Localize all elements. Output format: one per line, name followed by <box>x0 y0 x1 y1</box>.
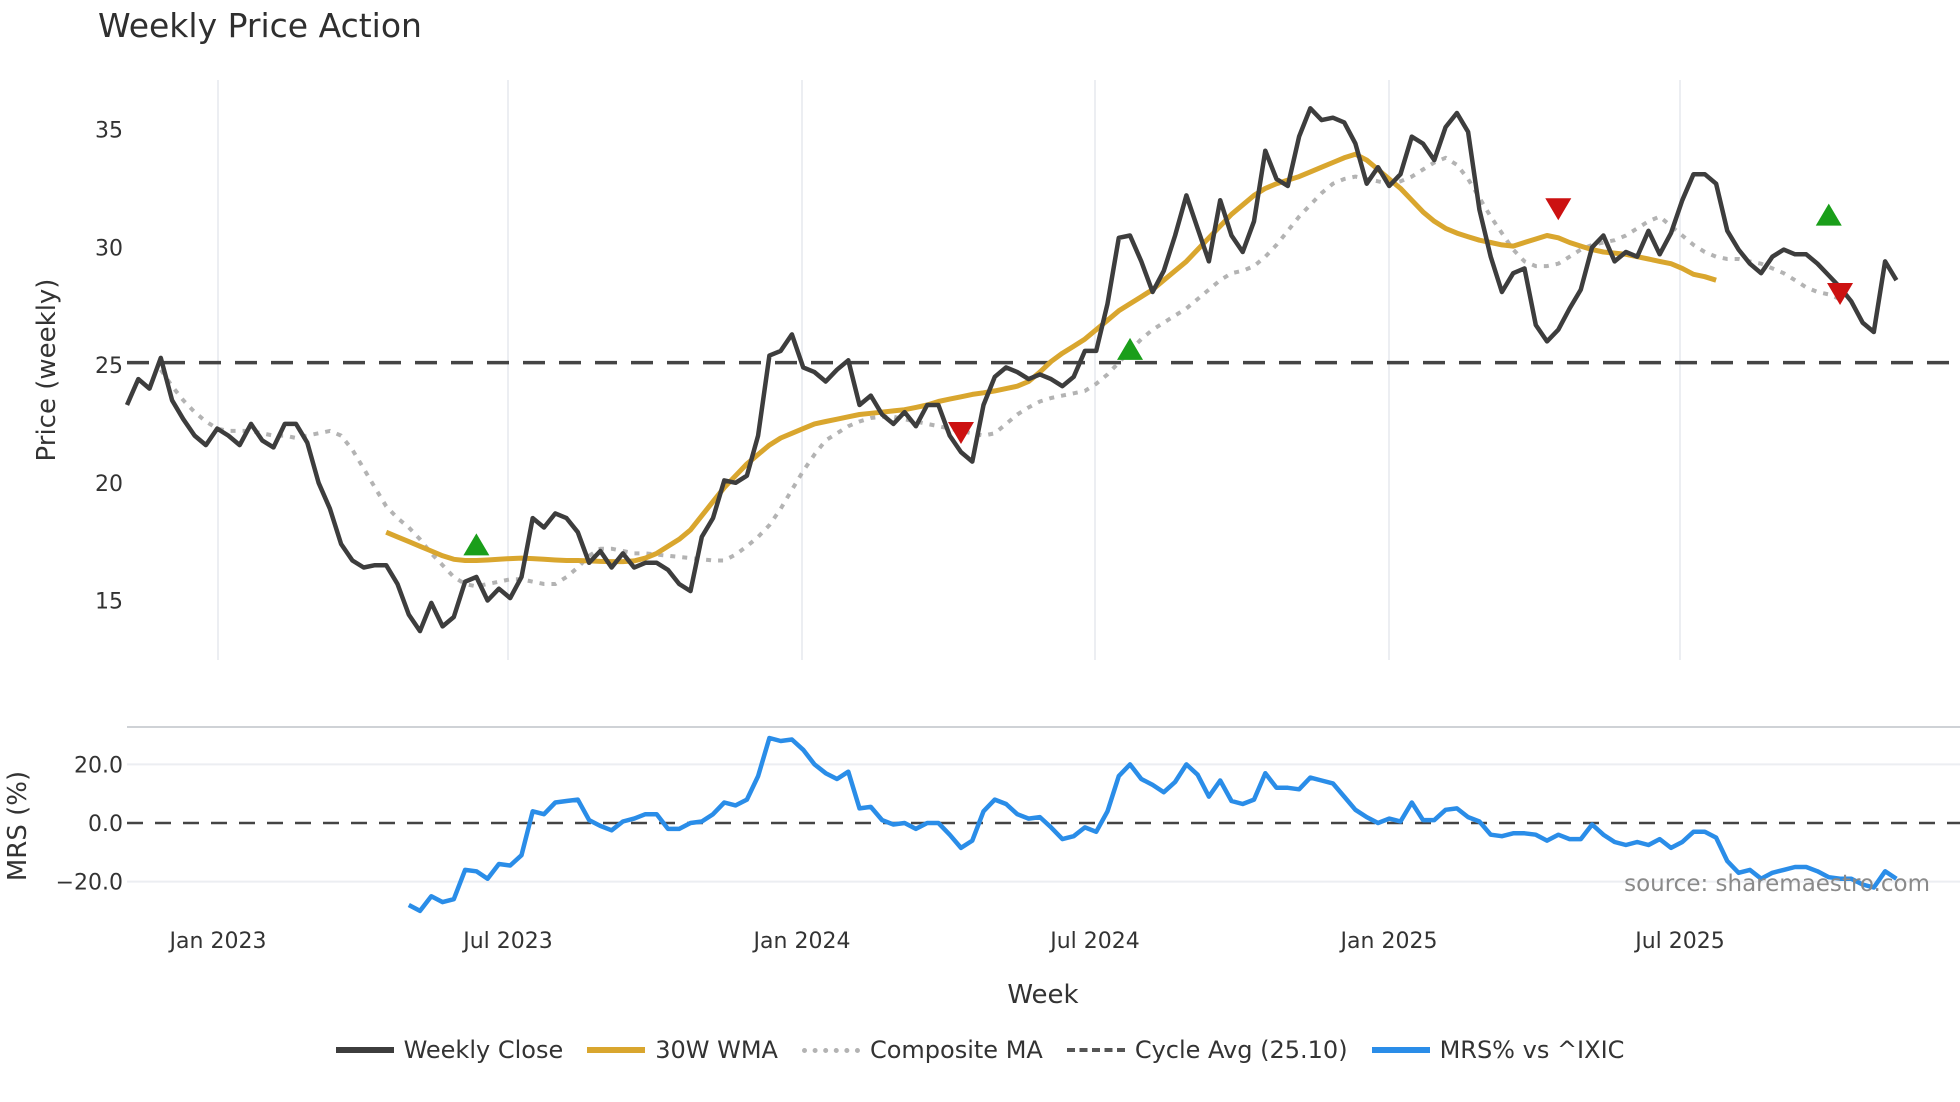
buy-signal-triangle-up-icon <box>1117 337 1144 360</box>
price-tick-label: 15 <box>95 590 123 615</box>
mrs-tick-label: −20.0 <box>56 871 123 896</box>
price-tick-label: 20 <box>95 472 123 497</box>
price-axis-title: Price (weekly) <box>32 279 62 462</box>
price-tick-label: 30 <box>95 236 123 261</box>
price-tick-label: 35 <box>95 119 123 144</box>
legend-label: Composite MA <box>869 1036 1043 1064</box>
chart-title: Weekly Price Action <box>98 6 422 45</box>
buy-signal-triangle-up-icon <box>1815 203 1842 226</box>
legend-label: MRS% vs ^IXIC <box>1439 1036 1625 1064</box>
source-note: source: sharemaestro.com <box>1624 871 1930 897</box>
mrs-y-axis: 20.0 0.0 −20.0 <box>56 753 123 895</box>
composite-ma-line <box>159 155 1841 589</box>
legend-swatch-weekly-close <box>335 1047 394 1053</box>
sell-signal-triangle-down-icon <box>1545 198 1572 221</box>
legend-item-cycle-avg[interactable]: Cycle Avg (25.10) <box>1066 1036 1348 1064</box>
price-series <box>124 106 1960 634</box>
price-tick-label: 25 <box>95 354 123 379</box>
legend-item-composite-ma[interactable]: Composite MA <box>801 1036 1043 1064</box>
gridlines <box>127 80 1960 883</box>
x-tick-label: Jan 2024 <box>752 929 851 954</box>
buy-signal-triangle-up-icon <box>463 533 490 556</box>
mrs-tick-label: 0.0 <box>88 812 123 837</box>
sell-signal-triangle-down-icon <box>1827 282 1854 305</box>
weekly-close-line <box>124 106 1899 634</box>
mrs-axis-title: MRS (%) <box>3 771 33 881</box>
legend-swatch-cycle-avg <box>1066 1048 1125 1052</box>
x-tick-label: Jul 2025 <box>1633 929 1725 954</box>
legend-swatch-mrs <box>1371 1047 1430 1053</box>
x-tick-label: Jan 2025 <box>1339 929 1438 954</box>
sell-signal-triangle-down-icon <box>947 421 974 444</box>
x-tick-label: Jul 2023 <box>461 929 553 954</box>
legend-swatch-30w-wma <box>587 1047 646 1053</box>
x-axis-title: Week <box>1007 980 1078 1010</box>
legend-item-30w-wma[interactable]: 30W WMA <box>587 1036 778 1064</box>
mrs-series <box>127 735 1960 914</box>
mrs-tick-label: 20.0 <box>74 753 123 778</box>
price-y-axis: 35 30 25 20 15 <box>95 119 123 615</box>
legend: Weekly Close 30W WMA Composite MA Cycle … <box>0 1036 1960 1064</box>
wma30-line <box>385 151 1717 565</box>
legend-item-weekly-close[interactable]: Weekly Close <box>335 1036 564 1064</box>
mrs-line <box>407 735 1898 914</box>
x-tick-label: Jan 2023 <box>168 929 267 954</box>
signal-markers <box>463 198 1854 556</box>
x-axis: Jan 2023 Jul 2023 Jan 2024 Jul 2024 Jan 2025… <box>168 929 1725 954</box>
legend-label: Weekly Close <box>403 1036 564 1064</box>
legend-label: 30W WMA <box>655 1036 778 1064</box>
legend-item-mrs[interactable]: MRS% vs ^IXIC <box>1371 1036 1625 1064</box>
legend-label: Cycle Avg (25.10) <box>1134 1036 1348 1064</box>
x-tick-label: Jul 2024 <box>1048 929 1140 954</box>
legend-swatch-composite-ma <box>801 1047 860 1053</box>
